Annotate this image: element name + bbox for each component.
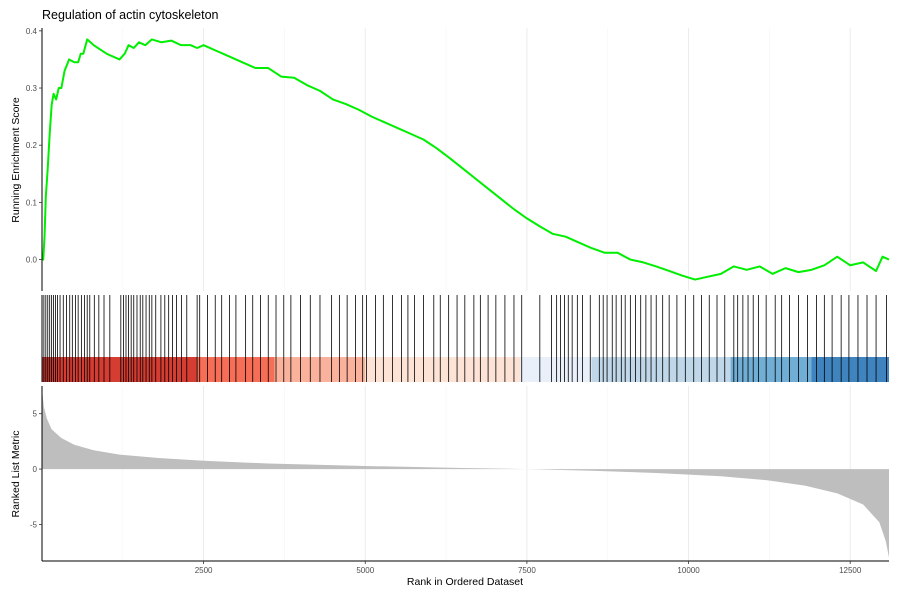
y-tick-label-es: 0.1 [26, 198, 38, 207]
es-curve [41, 38, 890, 281]
x-tick-label: 10000 [677, 566, 700, 575]
x-tick-label: 5000 [356, 566, 374, 575]
grid-layer [122, 28, 851, 561]
axes: 0.0 0.1 0.2 0.3 0.4 -5 0 5 2500 5000 7500 10000 1250… [26, 27, 889, 575]
hit-markers [43, 295, 887, 382]
x-tick-label: 2500 [195, 566, 213, 575]
x-axis-title: Rank in Ordered Dataset [407, 576, 523, 588]
y-tick-label-metric: 5 [33, 410, 38, 419]
color-band-segment [41, 357, 198, 382]
y-tick-label-metric: 0 [33, 465, 38, 474]
color-band-segment [730, 357, 812, 382]
chart-title: Regulation of actin cytoskeleton [42, 8, 219, 22]
metric-area [41, 388, 889, 558]
y-axis-title-es: Running Enrichment Score [10, 97, 22, 223]
ranked-metric-area [41, 388, 889, 558]
color-band-segment [520, 357, 592, 382]
y-tick-label-es: 0.3 [26, 84, 38, 93]
y-tick-label-es: 0.0 [26, 256, 38, 265]
y-tick-label-es: 0.2 [26, 141, 38, 150]
color-band-segment [811, 357, 889, 382]
x-tick-label: 7500 [518, 566, 536, 575]
color-band-segment [365, 357, 521, 382]
y-axis-title-metric: Ranked List Metric [10, 431, 22, 518]
enrichment-score-line [41, 38, 890, 281]
y-tick-label-metric: -5 [30, 520, 38, 529]
color-band-segment [591, 357, 731, 382]
x-tick-label: 12500 [839, 566, 862, 575]
y-tick-label-es: 0.4 [26, 27, 38, 36]
